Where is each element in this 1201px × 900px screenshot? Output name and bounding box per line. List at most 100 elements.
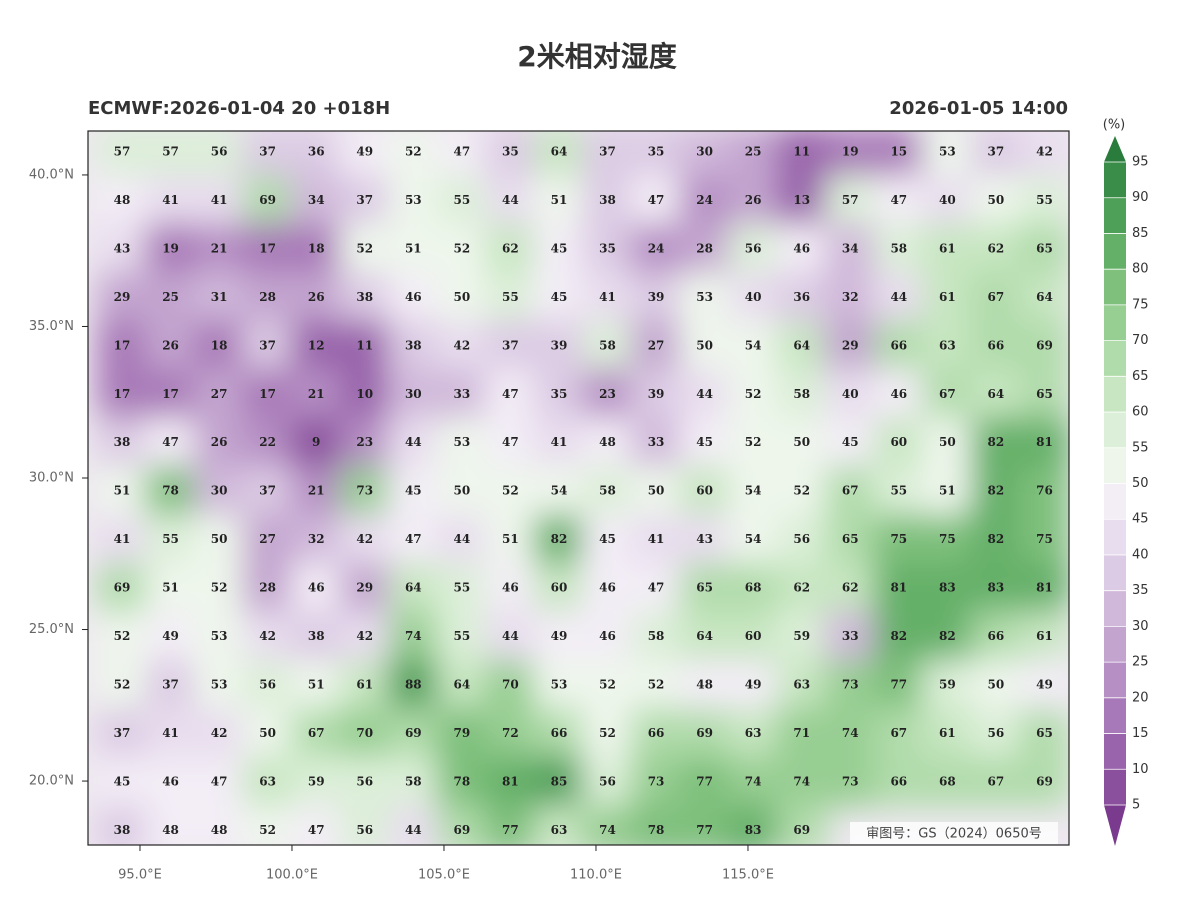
humidity-cell	[824, 562, 876, 614]
humidity-cell	[727, 562, 779, 614]
humidity-value: 32	[308, 532, 325, 546]
humidity-cell	[679, 805, 730, 845]
colorbar-tick-label: 20	[1132, 690, 1149, 705]
humidity-value: 56	[356, 823, 373, 837]
humidity-value: 68	[939, 774, 956, 788]
humidity-cell	[388, 562, 439, 614]
humidity-cell	[290, 805, 342, 845]
humidity-value: 52	[211, 581, 228, 595]
humidity-value: 44	[890, 290, 907, 304]
humidity-cell	[679, 659, 730, 711]
humidity-cell	[582, 417, 633, 468]
humidity-value: 68	[745, 581, 762, 595]
humidity-value: 19	[162, 241, 179, 255]
humidity-cell	[679, 320, 730, 372]
humidity-value: 62	[988, 241, 1005, 255]
humidity-value: 41	[599, 290, 616, 304]
humidity-value: 77	[696, 823, 713, 837]
humidity-cell	[582, 320, 633, 372]
humidity-cell	[922, 175, 973, 226]
humidity-cell	[1019, 465, 1069, 517]
humidity-value: 51	[502, 532, 519, 546]
humidity-value: 55	[453, 193, 470, 207]
colorbar-tick-label: 80	[1132, 262, 1149, 277]
humidity-value: 77	[696, 774, 713, 788]
x-tick-label: 105.0°E	[418, 868, 470, 883]
humidity-value: 22	[259, 435, 276, 449]
humidity-value: 38	[114, 823, 131, 837]
humidity-value: 56	[259, 677, 276, 691]
humidity-value: 38	[114, 435, 131, 449]
humidity-cell	[970, 417, 1022, 468]
humidity-cell	[145, 611, 196, 662]
colorbar-box	[1104, 733, 1126, 770]
humidity-value: 43	[696, 532, 713, 546]
humidity-cell	[290, 417, 342, 468]
humidity-value: 26	[162, 338, 179, 352]
humidity-cell	[873, 369, 925, 420]
humidity-cell	[582, 611, 633, 662]
humidity-value: 26	[745, 193, 762, 207]
humidity-cell	[970, 320, 1022, 372]
colorbar-box	[1104, 197, 1126, 234]
humidity-cell	[339, 805, 391, 845]
humidity-value: 40	[842, 387, 859, 401]
humidity-value: 15	[890, 145, 907, 159]
humidity-cell	[582, 223, 633, 275]
humidity-value: 37	[988, 145, 1005, 159]
humidity-cell	[727, 611, 779, 662]
humidity-value: 61	[939, 241, 956, 255]
humidity-cell	[290, 272, 342, 323]
humidity-value: 56	[211, 145, 228, 159]
humidity-value: 37	[259, 484, 276, 498]
humidity-cell	[630, 272, 682, 323]
humidity-value: 53	[453, 435, 470, 449]
humidity-cell	[824, 756, 876, 808]
humidity-value: 59	[939, 677, 956, 691]
humidity-value: 83	[988, 581, 1005, 595]
humidity-value: 64	[551, 145, 568, 159]
humidity-value: 75	[1036, 532, 1053, 546]
humidity-cell	[679, 756, 730, 808]
humidity-cell	[873, 175, 925, 226]
watermark-bg	[850, 822, 1058, 844]
humidity-cell	[582, 756, 633, 808]
humidity-cell	[922, 562, 973, 614]
humidity-cell	[339, 562, 391, 614]
humidity-cell	[630, 320, 682, 372]
humidity-cell	[339, 659, 391, 711]
humidity-cell	[533, 272, 585, 323]
humidity-cell	[436, 465, 488, 517]
humidity-cell	[96, 756, 148, 808]
humidity-cell	[582, 272, 633, 323]
humidity-value: 45	[599, 532, 616, 546]
humidity-cell	[533, 805, 585, 845]
humidity-cell	[922, 611, 973, 662]
humidity-value: 41	[114, 532, 131, 546]
colorbar-box	[1104, 304, 1126, 341]
humidity-value: 74	[405, 629, 422, 643]
humidity-value: 81	[890, 581, 907, 595]
humidity-value: 54	[745, 532, 762, 546]
humidity-cell	[582, 175, 633, 226]
humidity-value: 50	[793, 435, 810, 449]
humidity-cell	[193, 805, 245, 845]
humidity-cell	[727, 659, 779, 711]
humidity-value: 55	[1036, 193, 1053, 207]
humidity-cell	[727, 514, 779, 565]
humidity-value: 13	[793, 193, 810, 207]
humidity-cell	[970, 369, 1022, 420]
humidity-cell	[145, 659, 196, 711]
humidity-cell	[630, 465, 682, 517]
humidity-value: 65	[1036, 726, 1053, 740]
humidity-cell	[679, 272, 730, 323]
humidity-value: 47	[453, 145, 470, 159]
humidity-cell	[485, 562, 536, 614]
humidity-value: 27	[259, 532, 276, 546]
colorbar-tick-label: 5	[1132, 798, 1140, 813]
humidity-cell	[533, 369, 585, 420]
humidity-value: 74	[745, 774, 762, 788]
humidity-value: 55	[162, 532, 179, 546]
humidity-value: 10	[356, 387, 373, 401]
humidity-value: 35	[648, 145, 665, 159]
